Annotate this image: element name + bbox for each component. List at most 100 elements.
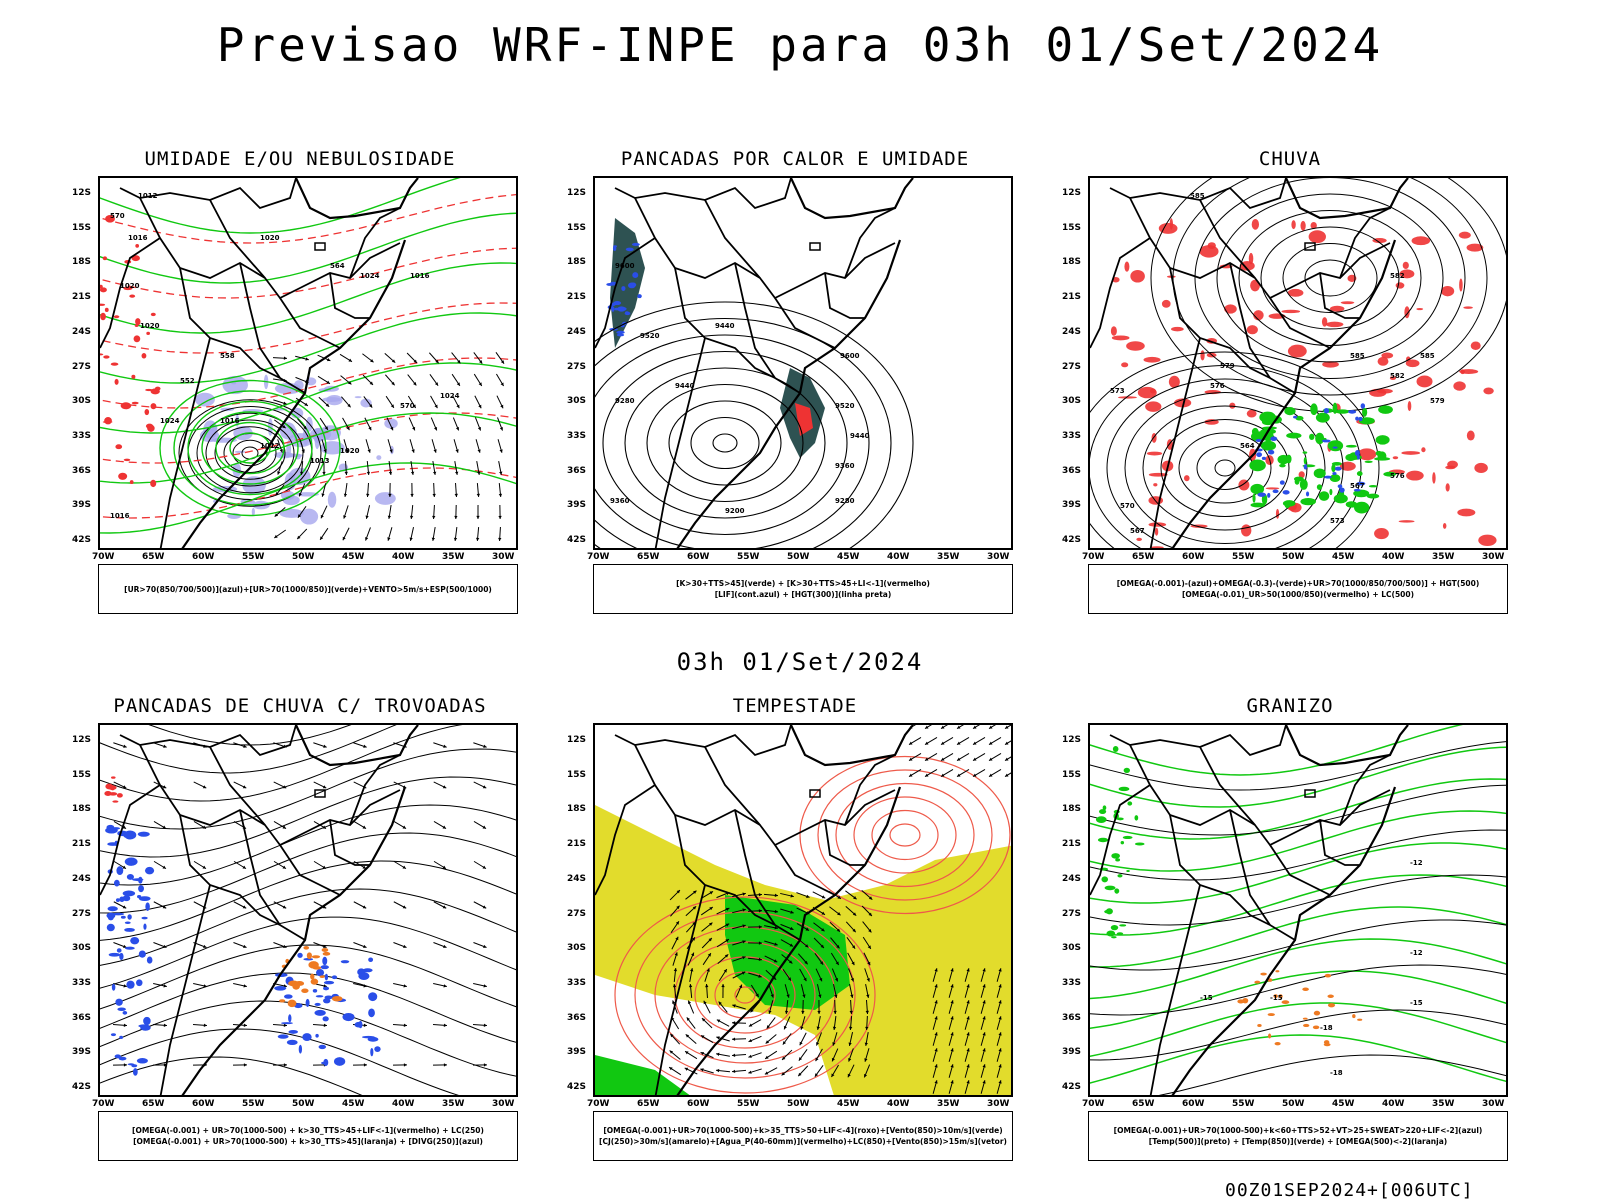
legend-line: [CJ(250)>30m/s](amarelo)+[Agua_P(40-60mm… <box>594 1136 1012 1147</box>
latitude-label: 39S <box>72 500 91 510</box>
longitude-label: 30W <box>1482 552 1504 562</box>
latitude-label: 15S <box>567 770 586 780</box>
legend-line: [LIF](cont.azul) + [HGT(300)](linha pret… <box>594 589 1012 600</box>
contour-label: 1016 <box>128 234 148 242</box>
longitude-label: 45W <box>837 1099 859 1109</box>
contour-label: 582 <box>1390 272 1405 280</box>
contour-label: 570 <box>400 402 415 410</box>
longitude-label: 55W <box>1232 1099 1254 1109</box>
contour-label: -18 <box>1320 1024 1333 1032</box>
longitude-label: 50W <box>1282 1099 1304 1109</box>
latitude-label: 12S <box>1062 735 1081 745</box>
longitude-label: 40W <box>887 552 909 562</box>
longitude-label: 65W <box>637 552 659 562</box>
panel-legend: [OMEGA(-0.001)+UR>70(1000-500)+k>35_TTS>… <box>593 1111 1013 1161</box>
legend-line: [OMEGA(-0.001)+UR>70(1000-500)+k>35_TTS>… <box>594 1125 1012 1136</box>
legend-line: [UR>70(850/700/500)](azul)+[UR>70(1000/8… <box>99 584 517 595</box>
latitude-label: 42S <box>72 1082 91 1092</box>
contour-label: 1016 <box>110 512 130 520</box>
latitude-label: 24S <box>72 327 91 337</box>
contour-label: 9600 <box>615 262 635 270</box>
latitude-label: 36S <box>72 1013 91 1023</box>
contour-label: -15 <box>1200 994 1213 1002</box>
panel-title: PANCADAS DE CHUVA C/ TROVOADAS <box>80 695 520 717</box>
contour-label: 558 <box>220 352 235 360</box>
latitude-label: 36S <box>1062 466 1081 476</box>
longitude-label: 65W <box>1132 552 1154 562</box>
latitude-label: 21S <box>72 292 91 302</box>
latitude-label: 33S <box>1062 431 1081 441</box>
longitude-label: 60W <box>192 552 214 562</box>
latitude-label: 15S <box>72 770 91 780</box>
map-area: -12-15-15-18-18-15-12 <box>1088 723 1508 1097</box>
latitude-label: 42S <box>567 1082 586 1092</box>
longitude-label: 35W <box>442 1099 464 1109</box>
longitude-label: 50W <box>1282 552 1304 562</box>
latitude-label: 15S <box>1062 770 1081 780</box>
latitude-label: 12S <box>72 735 91 745</box>
map-svg: 9600952094409600952094409360928092009360… <box>595 178 1013 550</box>
contour-label: 1020 <box>260 234 280 242</box>
contour-label: 1024 <box>440 392 460 400</box>
longitude-label: 65W <box>637 1099 659 1109</box>
latitude-label: 30S <box>72 943 91 953</box>
longitude-label: 30W <box>492 1099 514 1109</box>
map-area <box>593 723 1013 1097</box>
longitude-label: 70W <box>1082 1099 1104 1109</box>
longitude-label: 70W <box>587 552 609 562</box>
latitude-label: 21S <box>1062 839 1081 849</box>
latitude-label: 33S <box>567 431 586 441</box>
longitude-label: 60W <box>192 1099 214 1109</box>
longitude-label: 45W <box>1332 1099 1354 1109</box>
latitude-label: 27S <box>567 909 586 919</box>
map-svg <box>100 725 518 1097</box>
contour-label: 582 <box>1390 372 1405 380</box>
contour-label: 564 <box>330 262 345 270</box>
latitude-label: 36S <box>567 1013 586 1023</box>
contour-label: -15 <box>1270 994 1283 1002</box>
panel-title: TEMPESTADE <box>575 695 1015 717</box>
longitude-label: 60W <box>1182 552 1204 562</box>
latitude-label: 36S <box>1062 1013 1081 1023</box>
latitude-label: 18S <box>72 257 91 267</box>
contour-label: 9440 <box>850 432 870 440</box>
humidity-low-green <box>100 178 518 533</box>
latitude-label: 30S <box>1062 396 1081 406</box>
instability-red <box>104 776 122 802</box>
contour-label: -12 <box>1410 949 1423 957</box>
longitude-label: 55W <box>242 552 264 562</box>
longitude-label: 35W <box>937 1099 959 1109</box>
longitude-label: 70W <box>587 1099 609 1109</box>
main-title: Previsao WRF-INPE para 03h 01/Set/2024 <box>0 18 1600 72</box>
red-patches <box>100 215 161 487</box>
legend-line: [OMEGA(-0.01)_UR>50(1000/850)(vermelho) … <box>1089 589 1507 600</box>
panel-title: CHUVA <box>1070 148 1510 170</box>
map-area <box>98 723 518 1097</box>
latitude-label: 18S <box>1062 804 1081 814</box>
panel-legend: [UR>70(850/700/500)](azul)+[UR>70(1000/8… <box>98 564 518 614</box>
latitude-label: 42S <box>72 535 91 545</box>
latitude-label: 42S <box>567 535 586 545</box>
latitude-label: 33S <box>1062 978 1081 988</box>
contour-label: 9600 <box>840 352 860 360</box>
longitude-label: 40W <box>1382 552 1404 562</box>
contour-label: 579 <box>1430 397 1445 405</box>
contour-label: 567 <box>1350 482 1365 490</box>
run-timestamp: 00Z01SEP2024+[006UTC] <box>1225 1180 1474 1201</box>
contour-label: 9280 <box>835 497 855 505</box>
latitude-label: 33S <box>72 978 91 988</box>
temp850-small-contours <box>1096 746 1145 938</box>
panel-legend: [OMEGA(-0.001)+UR>70(1000-500)+k<60+TTS>… <box>1088 1111 1508 1161</box>
latitude-label: 18S <box>72 804 91 814</box>
longitude-label: 30W <box>987 552 1009 562</box>
longitude-label: 45W <box>342 1099 364 1109</box>
latitude-label: 30S <box>567 396 586 406</box>
latitude-label: 15S <box>567 223 586 233</box>
latitude-label: 21S <box>567 292 586 302</box>
longitude-label: 45W <box>342 552 364 562</box>
longitude-label: 40W <box>392 1099 414 1109</box>
